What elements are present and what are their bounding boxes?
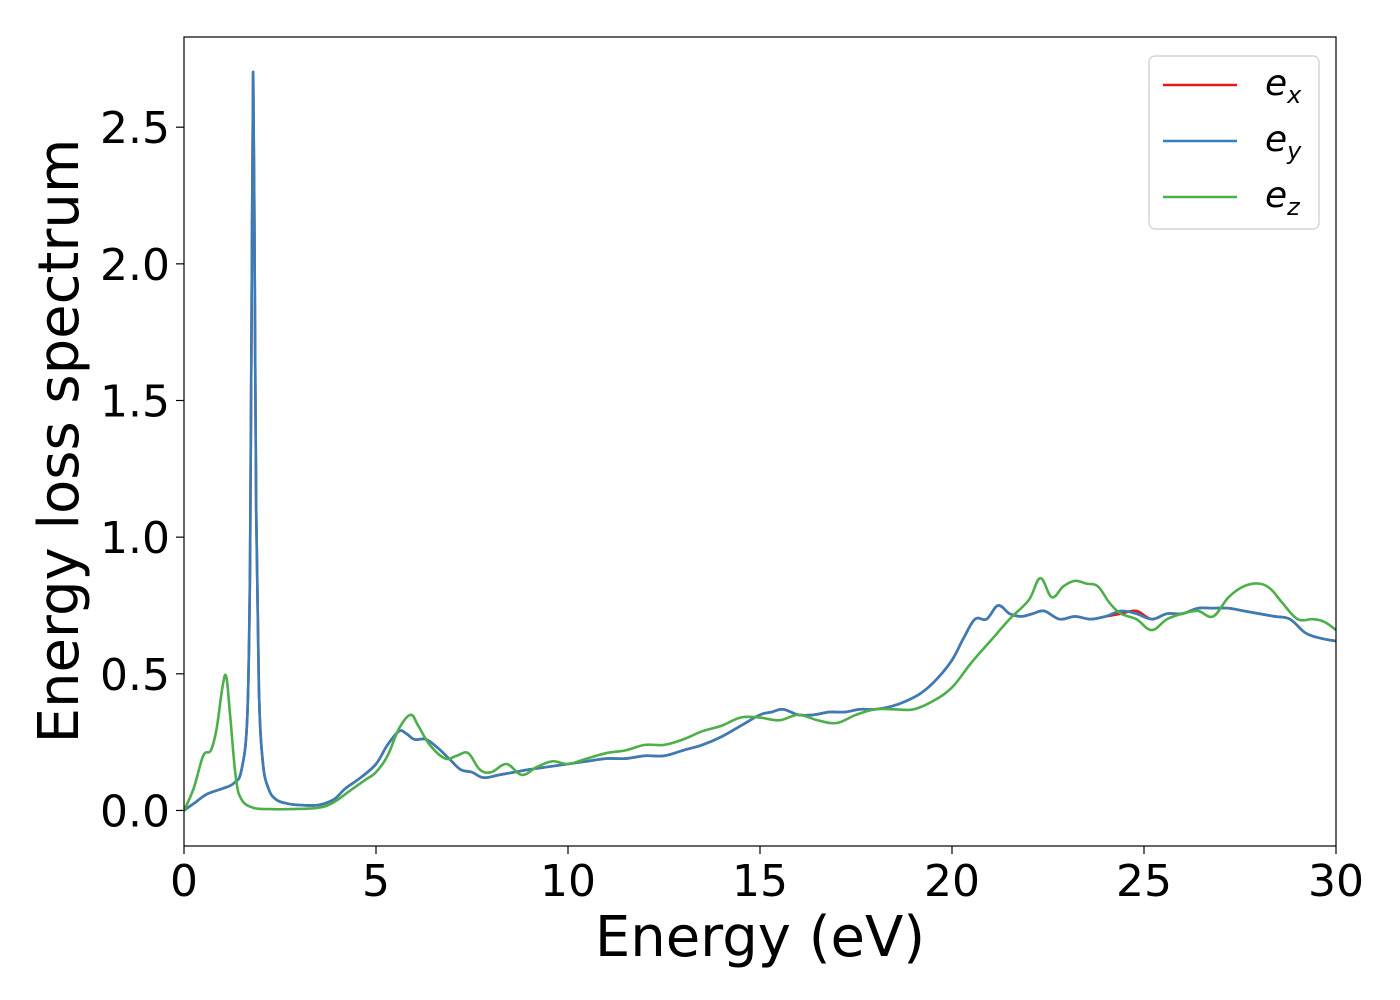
series-line-z (184, 576, 1336, 812)
series-layer (184, 70, 1336, 812)
x-axis-ticks: 0 5 10 15 20 25 30 (170, 846, 1364, 907)
legend-label-main: e (1265, 63, 1287, 104)
y-tick-label: 2.0 (100, 240, 170, 291)
x-tick-label: 10 (540, 856, 596, 907)
y-axis-label: Energy loss spectrum (27, 139, 92, 744)
y-tick-label: 1.5 (100, 377, 170, 428)
x-axis-label: Energy (eV) (595, 905, 925, 970)
x-tick-label: 25 (1116, 856, 1172, 907)
x-tick-label: 30 (1308, 856, 1364, 907)
legend-box (1148, 55, 1320, 230)
legend-label-z: ez (1265, 175, 1301, 221)
y-tick-label: 2.5 (100, 103, 170, 154)
x-tick-label: 20 (924, 856, 980, 907)
x-tick-label: 0 (170, 856, 198, 907)
legend-label-sub: z (1286, 193, 1301, 221)
plot-area (183, 36, 1337, 847)
legend-label-sub: x (1286, 81, 1302, 109)
x-tick-label: 5 (362, 856, 390, 907)
legend-label-x: ex (1265, 63, 1302, 109)
legend-label-y: ey (1265, 119, 1302, 165)
legend-label-main: e (1265, 119, 1287, 160)
y-axis-ticks: 0.0 0.5 1.0 1.5 2.0 2.5 (100, 103, 184, 837)
y-tick-label: 0.5 (100, 650, 170, 701)
series-line-y (184, 70, 1336, 812)
x-tick-label: 15 (732, 856, 788, 907)
y-tick-label: 1.0 (100, 513, 170, 564)
legend-label-sub: y (1286, 137, 1302, 165)
legend-label-main: e (1265, 175, 1287, 216)
y-tick-label: 0.0 (100, 786, 170, 837)
